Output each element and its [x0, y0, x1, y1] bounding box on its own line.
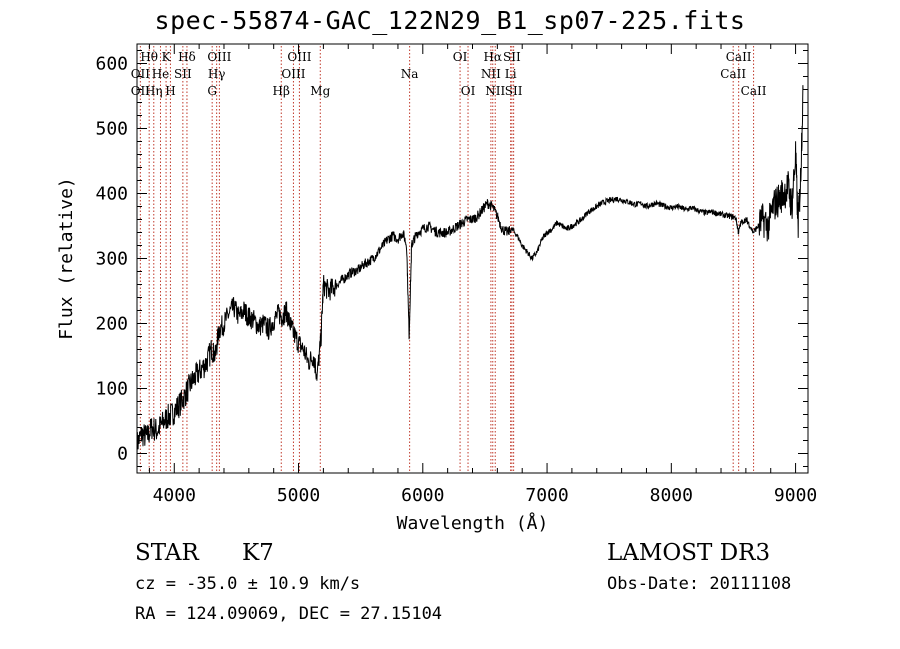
spectral-line-label: CaII: [720, 67, 746, 81]
spectral-line-label: Mg: [310, 84, 330, 98]
spectral-line-label: Hγ: [208, 67, 226, 81]
spectral-line-label: Hδ: [178, 50, 196, 64]
spectral-line-label: NII: [485, 84, 505, 98]
y-tick-label: 600: [95, 54, 128, 75]
y-tick-label: 100: [95, 379, 128, 400]
spectral-line-label: OI: [453, 50, 468, 64]
survey-name: LAMOST DR3: [607, 540, 771, 566]
spectral-line-label: H: [165, 84, 175, 98]
spectral-line-label: OI: [461, 84, 476, 98]
spectral-line-label: OII: [131, 67, 151, 81]
spectral-line-label: CaII: [741, 84, 767, 98]
x-tick-label: 7000: [525, 485, 568, 506]
spectral-line-label: Hθ: [140, 50, 158, 64]
x-tick-label: 5000: [277, 485, 320, 506]
x-axis-ticks: 4000 5000 6000 7000 8000 9000: [148, 44, 817, 506]
spectral-line-label: He: [152, 67, 170, 81]
observation-date: Obs-Date: 20111108: [607, 574, 792, 594]
spectral-line-label: Na: [401, 67, 419, 81]
spectral-line-label: SII: [503, 50, 521, 64]
y-tick-label: 200: [95, 314, 128, 335]
y-axis-ticks: 0 100 200 300 400 500 600: [95, 50, 808, 467]
spectral-line-label: Hη: [145, 84, 163, 98]
y-tick-label: 400: [95, 184, 128, 205]
plot-frame: [136, 43, 809, 474]
y-axis-label: Flux (relative): [56, 177, 77, 340]
spectral-line-label: NII: [481, 67, 501, 81]
spectral-line-label: Hα: [483, 50, 502, 64]
x-tick-label: 8000: [650, 485, 693, 506]
x-tick-label: 6000: [401, 485, 444, 506]
chart-title: spec-55874-GAC_122N29_B1_sp07-225.fits: [154, 6, 746, 35]
spectral-line-label: CaII: [726, 50, 752, 64]
y-tick-label: 500: [95, 119, 128, 140]
spectrum-series: [136, 85, 804, 457]
spectral-line-label: OIII: [281, 67, 305, 81]
redshift-cz: cz = -35.0 ± 10.9 km/s: [135, 574, 361, 594]
x-tick-label: 9000: [774, 485, 817, 506]
x-axis-label: Wavelength (Å): [397, 512, 549, 534]
spectral-line-label: OIII: [207, 50, 231, 64]
spectral-line-label: G: [207, 84, 217, 98]
spectral-line-label: K: [162, 50, 172, 64]
spectral-line-label: SII: [505, 84, 523, 98]
spectral-line-label: OII: [131, 84, 151, 98]
coordinates: RA = 124.09069, DEC = 27.15104: [135, 604, 443, 624]
spectral-line-label: OIII: [287, 50, 311, 64]
spectral-line-label: SII: [174, 67, 192, 81]
y-tick-label: 0: [117, 444, 128, 465]
object-subclass: K7: [242, 540, 274, 566]
x-tick-label: 4000: [153, 485, 196, 506]
spectral-line-label: Hβ: [273, 84, 290, 98]
y-tick-label: 300: [95, 249, 128, 270]
spectral-line-label: Li: [505, 67, 517, 81]
object-class: STAR: [135, 540, 199, 566]
spectral-line-markers: [139, 46, 755, 473]
